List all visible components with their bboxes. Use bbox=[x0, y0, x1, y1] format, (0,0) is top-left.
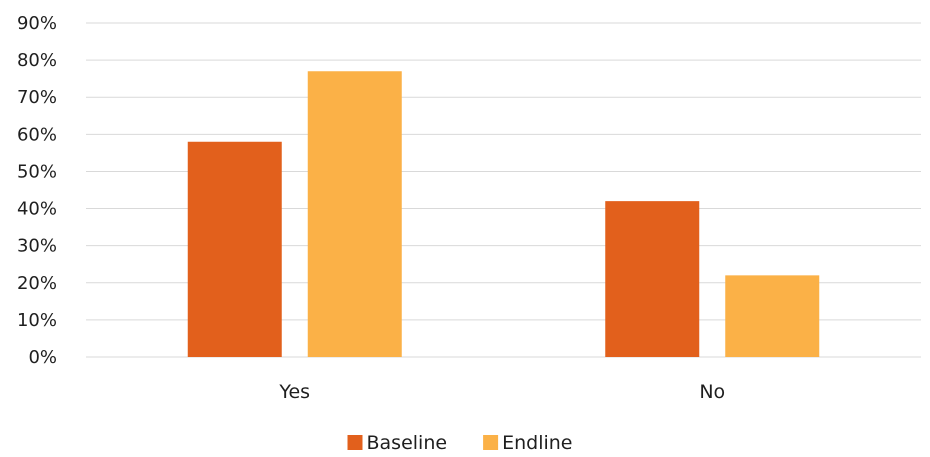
y-tick-label: 20% bbox=[17, 273, 57, 294]
y-tick-label: 50% bbox=[17, 161, 57, 182]
legend-label: Baseline bbox=[367, 432, 448, 454]
legend-label: Endline bbox=[502, 432, 572, 454]
x-category-label: No bbox=[699, 381, 725, 403]
legend-swatch bbox=[347, 435, 363, 450]
legend-item-endline: Endline bbox=[483, 432, 573, 454]
legend-item-baseline: Baseline bbox=[347, 432, 448, 454]
y-axis-tick-labels: 0% 10% 20% 30% 40% 50% 60% 70% 80% 90% bbox=[17, 13, 57, 368]
legend: Baseline Endline bbox=[347, 432, 573, 454]
x-category-label: Yes bbox=[278, 381, 310, 403]
y-tick-label: 90% bbox=[17, 13, 57, 34]
bars bbox=[187, 71, 820, 357]
bar-baseline-no bbox=[605, 201, 700, 357]
y-tick-label: 80% bbox=[17, 50, 57, 71]
bar-baseline-yes bbox=[187, 141, 282, 357]
y-tick-label: 60% bbox=[17, 124, 57, 145]
y-tick-label: 0% bbox=[28, 347, 57, 368]
y-tick-label: 70% bbox=[17, 87, 57, 108]
y-tick-label: 10% bbox=[17, 310, 57, 331]
bar-endline-no bbox=[725, 275, 820, 357]
legend-swatch bbox=[483, 435, 499, 450]
x-axis-category-labels: Yes No bbox=[278, 381, 725, 403]
y-tick-label: 30% bbox=[17, 236, 57, 257]
y-tick-label: 40% bbox=[17, 199, 57, 220]
bar-endline-yes bbox=[307, 71, 402, 357]
